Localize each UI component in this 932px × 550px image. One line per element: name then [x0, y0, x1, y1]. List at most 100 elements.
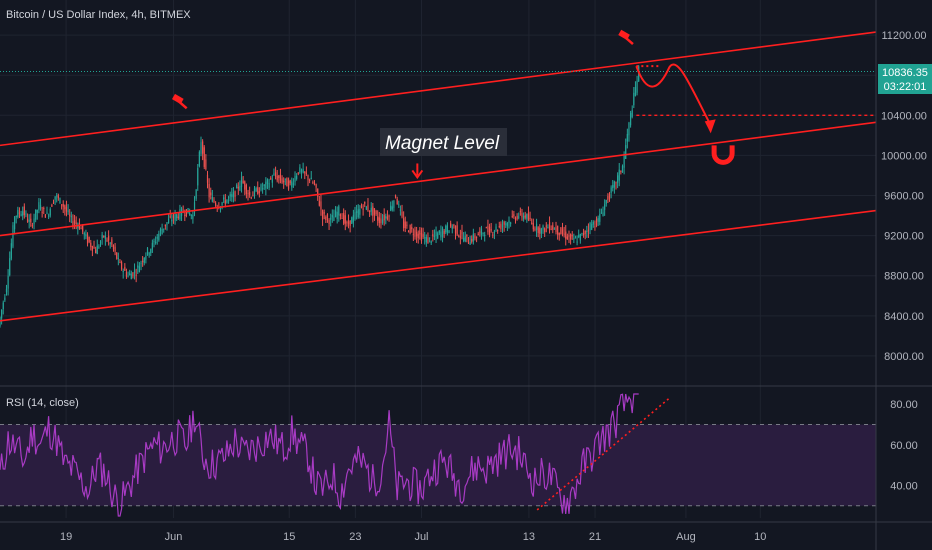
candle-body [475, 236, 478, 238]
candle-body [85, 233, 87, 237]
candle-body [250, 197, 252, 199]
candle-body [346, 222, 348, 224]
candle-body [227, 197, 230, 199]
candle-body [43, 208, 45, 210]
candle-body [206, 174, 209, 183]
candle-body [407, 231, 410, 233]
candle-body [587, 229, 590, 232]
candle-body [440, 231, 442, 238]
candle-body [179, 209, 181, 220]
candle-body [351, 217, 353, 224]
candle-body [161, 229, 163, 235]
candle-body [320, 201, 322, 210]
candle-body [393, 200, 395, 208]
rsi-line [0, 393, 639, 517]
candle-body [396, 198, 398, 205]
candle-body [35, 209, 37, 220]
candle-body [313, 183, 316, 185]
candle-body [458, 235, 460, 237]
chart-title: Bitcoin / US Dollar Index, 4h, BITMEX [6, 9, 191, 21]
candle-body [73, 220, 76, 224]
candle-body [135, 274, 137, 276]
candle-body [104, 235, 106, 239]
candle-body [565, 231, 567, 239]
candle-body [41, 211, 43, 213]
candle-body [151, 242, 153, 250]
candle-body [292, 183, 295, 185]
candle-body [531, 222, 533, 224]
candle-body [310, 177, 312, 180]
candle-body [553, 228, 555, 230]
candle-body [210, 192, 212, 196]
candle-body [618, 169, 620, 181]
candle-body [570, 234, 572, 240]
candle-body [17, 210, 19, 217]
candle-body [367, 204, 369, 211]
candle-body [535, 223, 538, 230]
candle-body [354, 212, 356, 219]
candle-body [193, 202, 196, 212]
candle-body [377, 216, 379, 221]
candle-body [155, 241, 157, 243]
candle-body [482, 232, 484, 234]
rsi-band-fill [0, 424, 876, 506]
candle-body [132, 272, 134, 277]
candle-body [550, 228, 552, 230]
candle-body [568, 234, 570, 237]
candle-body [174, 213, 176, 221]
candle-body [602, 212, 604, 217]
candle-body [344, 215, 346, 224]
candle-body [67, 210, 69, 212]
candle-body [91, 246, 93, 251]
candle-body [57, 195, 59, 199]
candle-body [231, 194, 233, 197]
candle-body [198, 151, 200, 167]
candle-body [370, 207, 372, 212]
candle-body [373, 208, 376, 215]
candle-body [608, 193, 611, 199]
candle-body [328, 219, 330, 224]
candle-body [31, 225, 34, 227]
candle-body [485, 227, 487, 229]
candle-body [249, 192, 251, 196]
candle-body [20, 214, 22, 216]
candle-body [15, 215, 17, 217]
candle-body [372, 206, 374, 217]
candle-body [48, 215, 50, 217]
candle-body [446, 225, 449, 233]
candle-body [472, 233, 474, 242]
candle-body [111, 239, 113, 245]
candle-body [612, 185, 614, 189]
candle-body [394, 195, 397, 198]
candle-body [315, 184, 317, 188]
candle-body [341, 217, 343, 219]
candle-body [283, 180, 285, 183]
candle-body [221, 202, 223, 206]
candle-body [424, 237, 426, 239]
time-tick-label: 19 [60, 531, 72, 543]
candle-body [378, 217, 380, 223]
candle-body [244, 181, 246, 190]
candle-body [343, 213, 345, 224]
candle-body [417, 233, 419, 239]
candle-body [586, 231, 588, 233]
candle-body [597, 218, 599, 222]
candle-body [581, 233, 583, 235]
candle-body [185, 209, 188, 216]
candle-body [158, 233, 160, 241]
time-tick-label: 15 [283, 531, 295, 543]
candle-body [521, 213, 523, 218]
candle-body [258, 191, 260, 193]
candle-body [153, 241, 155, 243]
countdown-value: 03:22:01 [884, 81, 927, 93]
candle-body [484, 234, 486, 236]
candle-body [333, 216, 335, 221]
candle-body [289, 180, 291, 184]
candle-body [323, 212, 325, 214]
annotations [171, 29, 876, 180]
candle-body [294, 176, 296, 182]
candle-body [500, 223, 502, 229]
candle-body [255, 188, 257, 192]
hammer-icon-handle [624, 36, 634, 46]
